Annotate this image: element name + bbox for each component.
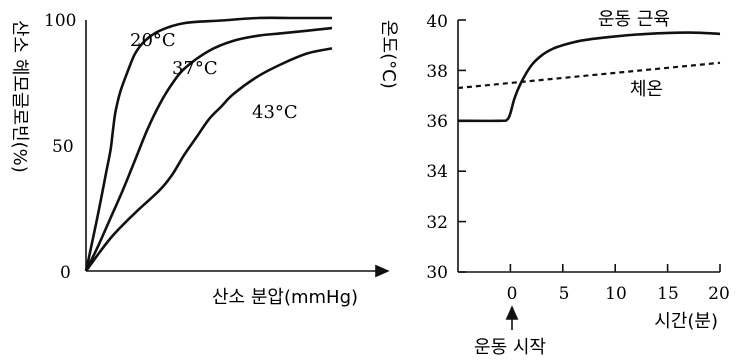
x-axis-label-left: 산소 분압(mmHg) [212, 287, 358, 308]
y-tick-left-0: 0 [60, 263, 71, 283]
series-line-20c [84, 16, 332, 272]
x-tick-right-10: 10 [605, 284, 627, 304]
series-line-37c [84, 26, 333, 272]
y-tick-right-32: 32 [426, 213, 448, 233]
y-tick-right-38: 38 [426, 62, 448, 82]
chart-oxygen-dissociation: 0 50 100 산소 헤모글로빈(%) 산소 분압(mmHg) 20°C 37… [9, 11, 390, 308]
y-tick-left-100: 100 [44, 11, 76, 31]
y-tick-right-30: 30 [426, 263, 448, 283]
series-line-body-temp [457, 61, 721, 90]
y-tick-left-50: 50 [52, 137, 74, 157]
y-tick-right-36: 36 [426, 112, 448, 132]
x-tick-right-5: 5 [559, 284, 570, 304]
series-line-43c [84, 47, 333, 272]
x-axis-label-right: 시간(분) [654, 311, 718, 332]
y-tick-right-40: 40 [426, 12, 448, 32]
series-label-body-temp: 체온 [630, 79, 663, 100]
series-label-20c: 20°C [130, 30, 176, 51]
y-axis-label-left: 산소 헤모글로빈(%) [9, 20, 30, 173]
x-tick-right-15: 15 [657, 284, 679, 304]
series-label-37c: 37°C [172, 58, 218, 79]
tick-marks-right [458, 19, 721, 273]
y-axis-label-right: 온도(°C) [378, 20, 399, 89]
series-label-43c: 43°C [252, 102, 298, 123]
series-label-muscle: 운동 근육 [598, 9, 670, 30]
x-tick-right-20: 20 [708, 284, 730, 304]
series-line-muscle [457, 31, 721, 123]
chart-temperature-time: 30 32 34 36 38 40 0 5 10 15 20 온도(°C) 시간… [378, 9, 730, 358]
y-tick-right-34: 34 [426, 162, 448, 182]
x-tick-right-0: 0 [507, 284, 518, 304]
exercise-start-label: 운동 시작 [474, 337, 546, 358]
